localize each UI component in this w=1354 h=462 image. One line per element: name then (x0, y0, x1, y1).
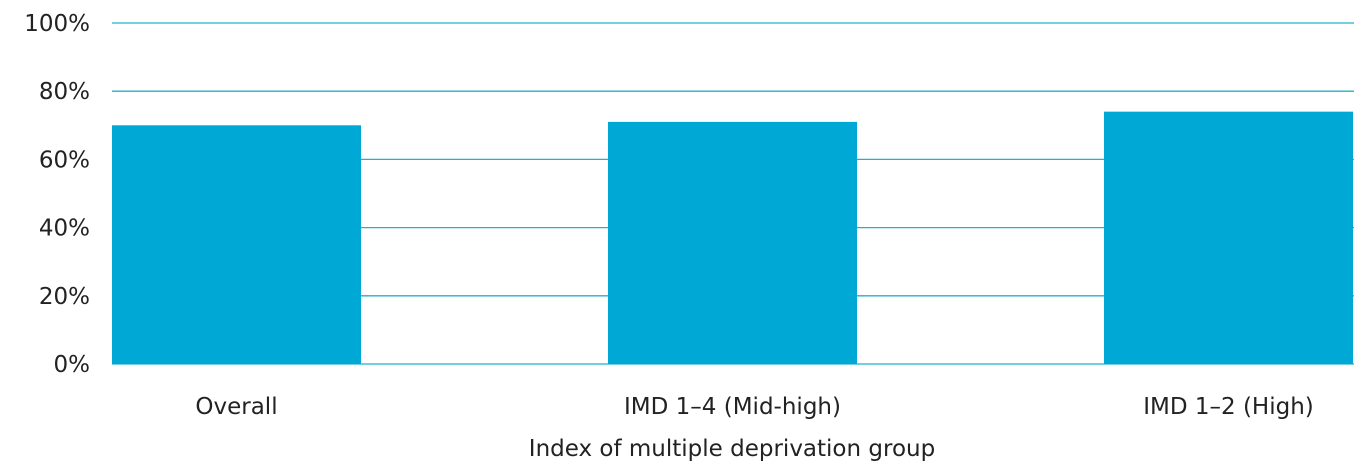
y-tick-label: 60% (39, 147, 90, 173)
bar-2 (1104, 111, 1353, 364)
bar-1 (608, 121, 857, 364)
y-tick-label: 80% (39, 79, 90, 105)
x-category-label: Overall (195, 394, 277, 420)
bar-0 (112, 125, 361, 364)
y-tick-label: 40% (39, 216, 90, 242)
x-category-label: IMD 1–4 (Mid-high) (624, 394, 841, 420)
y-tick-label: 0% (54, 352, 91, 378)
x-axis-title: Index of multiple deprivation group (529, 436, 935, 462)
y-tick-label: 20% (39, 284, 90, 310)
y-axis-tick-labels: 0% 20% 40% 60% 80% 100% (24, 11, 90, 378)
x-category-label: IMD 1–2 (High) (1143, 394, 1314, 420)
y-tick-label: 100% (24, 11, 90, 37)
bars (112, 111, 1353, 364)
x-axis-category-labels: Overall IMD 1–4 (Mid-high) IMD 1–2 (High) (195, 394, 1313, 420)
